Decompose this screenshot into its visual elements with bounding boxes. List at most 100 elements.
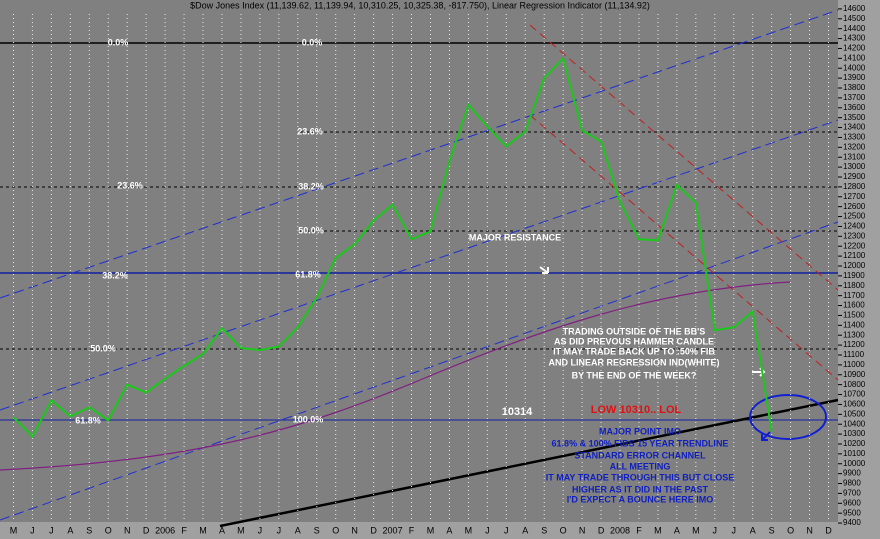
x-tick-label: D — [598, 525, 605, 535]
annotation: 0.0% — [108, 37, 129, 47]
x-tick-label: A — [295, 525, 301, 535]
y-tick-label: 12200 — [843, 241, 866, 250]
channel-line — [529, 114, 839, 381]
annotation: MAJOR RESISTANCE — [469, 232, 561, 242]
x-tick-label: 2006 — [155, 525, 175, 535]
x-tick-label: J — [732, 525, 737, 535]
x-tick-label: O — [560, 525, 567, 535]
y-tick-label: 14500 — [843, 14, 866, 23]
arrow — [761, 431, 771, 441]
y-tick-label: 11500 — [843, 311, 865, 320]
x-tick-label: O — [787, 525, 794, 535]
annotation: 23.6% — [117, 180, 143, 190]
annotation: 61.8% — [75, 415, 101, 425]
price-line — [12, 56, 773, 439]
y-tick-label: 12700 — [843, 192, 866, 201]
annotation: HIGHER AS IT DID IN THE PAST — [572, 484, 709, 494]
channel-line — [0, 9, 839, 299]
y-tick-label: 11400 — [843, 320, 865, 329]
x-tick-label: M — [654, 525, 662, 535]
x-tick-label: M — [237, 525, 245, 535]
y-tick-label: 12100 — [843, 251, 866, 260]
y-tick-label: 13500 — [843, 113, 866, 122]
y-tick-label: 13700 — [843, 93, 866, 102]
x-tick-label: D — [825, 525, 832, 535]
highlight-ellipse — [749, 394, 827, 440]
chart-title: $Dow Jones Index (11,139.62, 11,139.94, … — [190, 0, 650, 10]
annotation: AND LINEAR REGRESSION IND(WHITE) — [549, 357, 720, 367]
y-tick-label: 11800 — [843, 281, 865, 290]
x-tick-label: M — [199, 525, 207, 535]
x-tick-label: J — [713, 525, 718, 535]
y-tick-label: 13800 — [843, 83, 866, 92]
x-tick-label: A — [522, 525, 528, 535]
y-tick-label: 10300 — [843, 429, 866, 438]
y-tick-label: 13400 — [843, 123, 866, 132]
annotation: 50.0% — [298, 225, 324, 235]
channel-line — [529, 24, 839, 291]
x-tick-label: F — [409, 525, 415, 535]
y-tick-label: 9400 — [843, 518, 861, 527]
y-tick-label: 9700 — [843, 489, 861, 498]
y-tick-label: 13100 — [843, 152, 866, 161]
y-axis-panel — [838, 0, 880, 539]
x-tick-label: M — [692, 525, 700, 535]
x-tick-label: J — [504, 525, 509, 535]
x-axis-panel — [0, 522, 838, 539]
y-tick-label: 9900 — [843, 469, 861, 478]
y-tick-label: 10100 — [843, 449, 866, 458]
x-tick-label: M — [10, 525, 18, 535]
y-tick-label: 10900 — [843, 370, 866, 379]
y-tick-label: 11600 — [843, 301, 865, 310]
x-tick-label: S — [541, 525, 547, 535]
y-tick-label: 10500 — [843, 409, 866, 418]
x-tick-label: J — [30, 525, 35, 535]
x-tick-label: O — [105, 525, 112, 535]
x-tick-label: S — [769, 525, 775, 535]
y-tick-label: 11100 — [843, 350, 865, 359]
y-tick-label: 11300 — [843, 330, 865, 339]
x-tick-label: J — [49, 525, 54, 535]
annotation: 10314 — [502, 406, 533, 418]
x-tick-label: 2007 — [383, 525, 403, 535]
annotation: 38.2% — [102, 270, 128, 280]
annotation: ALL MEETING — [610, 461, 671, 471]
y-tick-label: 14000 — [843, 63, 866, 72]
x-tick-label: O — [332, 525, 339, 535]
annotation: LOW 10310.. LOL — [591, 404, 682, 416]
x-tick-label: M — [427, 525, 435, 535]
y-tick-label: 11900 — [843, 271, 865, 280]
x-tick-label: A — [674, 525, 680, 535]
x-tick-label: J — [277, 525, 282, 535]
y-tick-label: 12000 — [843, 261, 866, 270]
channel-line — [0, 221, 839, 521]
annotation: BY THE END OF THE WEEK? — [572, 370, 697, 380]
y-tick-label: 13300 — [843, 133, 866, 142]
annotation: STANDARD ERROR CHANNEL — [574, 450, 706, 460]
annotation: IT MAY TRADE BACK UP TO :50% FIB — [553, 346, 715, 356]
x-tick-label: J — [485, 525, 490, 535]
x-tick-label: D — [370, 525, 377, 535]
y-tick-label: 14600 — [843, 4, 866, 13]
x-tick-label: A — [750, 525, 756, 535]
y-tick-label: 14100 — [843, 53, 866, 62]
decor — [0, 9, 839, 528]
trendline — [219, 398, 839, 528]
x-tick-label: D — [143, 525, 150, 535]
x-tick-label: N — [351, 525, 358, 535]
x-tick-label: A — [67, 525, 73, 535]
x-tick-label: M — [465, 525, 473, 535]
y-tick-label: 13000 — [843, 162, 866, 171]
channel-line — [0, 119, 839, 411]
y-tick-label: 12900 — [843, 172, 866, 181]
y-tick-label: 12800 — [843, 182, 866, 191]
x-tick-label: F — [636, 525, 642, 535]
y-tick-label: 14400 — [843, 24, 866, 33]
annotation: 100.0% — [293, 414, 324, 424]
x-tick-label: A — [219, 525, 225, 535]
y-tick-label: 13200 — [843, 142, 866, 151]
x-tick-label: N — [579, 525, 586, 535]
annotation: 61.8% & 100% FIBS 15 YEAR TRENDLINE — [552, 438, 729, 448]
